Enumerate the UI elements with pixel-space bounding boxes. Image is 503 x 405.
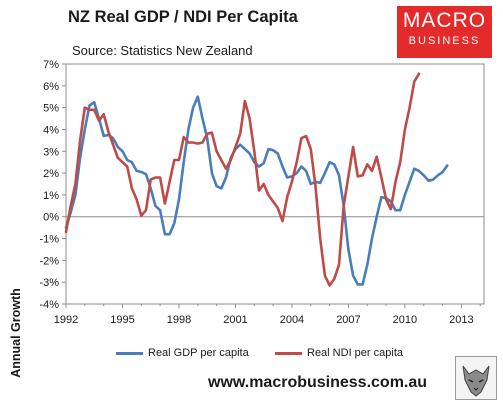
footer-url: www.macrobusiness.com.au (208, 374, 428, 391)
logo-line-2: BUSINESS (408, 35, 481, 47)
y-tick-label: -3% (39, 277, 59, 289)
y-tick-label: 3% (43, 146, 59, 158)
series-line-gdp (64, 95, 449, 286)
y-tick-label: -4% (39, 299, 59, 311)
y-tick-label: 4% (43, 124, 59, 136)
x-tick-label: 2007 (336, 314, 360, 326)
legend-item-gdp: Real GDP per capita (116, 347, 249, 359)
y-tick-label: 0% (43, 212, 59, 224)
macrobusiness-logo: MACRO BUSINESS (397, 6, 492, 58)
y-tick-label: 2% (43, 168, 59, 180)
chart-axes: -4% -3% -2% -1% 0% 1% 2% 3% 4% 5% 6% 7% 1992 1995 1998… (39, 59, 485, 326)
x-tick-label: 1992 (54, 314, 78, 326)
legend-item-ndi: Real NDI per capita (275, 347, 403, 359)
y-tick-label: 7% (43, 59, 59, 71)
chart-title: NZ Real GDP / NDI Per Capita (68, 8, 298, 26)
legend-label-ndi: Real NDI per capita (307, 347, 403, 359)
plot-area-frame (65, 63, 485, 305)
y-tick-label: 1% (43, 190, 59, 202)
chart-subtitle: Source: Statistics New Zealand (72, 43, 253, 58)
y-tick-label: -1% (39, 234, 59, 246)
legend-swatch-gdp (116, 351, 143, 355)
x-tick-label: 2004 (280, 314, 304, 326)
x-tick-label: 2001 (223, 314, 247, 326)
wolf-logo-icon (455, 356, 497, 400)
x-tick-label: 2010 (393, 314, 417, 326)
x-tick-label: 2013 (449, 314, 473, 326)
legend-label-gdp: Real GDP per capita (148, 347, 249, 359)
legend-swatch-ndi (275, 351, 302, 355)
x-tick-label: 1995 (110, 314, 134, 326)
y-tick-label: -2% (39, 255, 59, 267)
logo-line-1: MACRO (402, 9, 487, 32)
chart-series (64, 72, 449, 287)
x-tick-label: 1998 (167, 314, 191, 326)
y-tick-label: 5% (43, 103, 59, 115)
y-tick-label: 6% (43, 81, 59, 93)
series-line-ndi (64, 72, 421, 287)
